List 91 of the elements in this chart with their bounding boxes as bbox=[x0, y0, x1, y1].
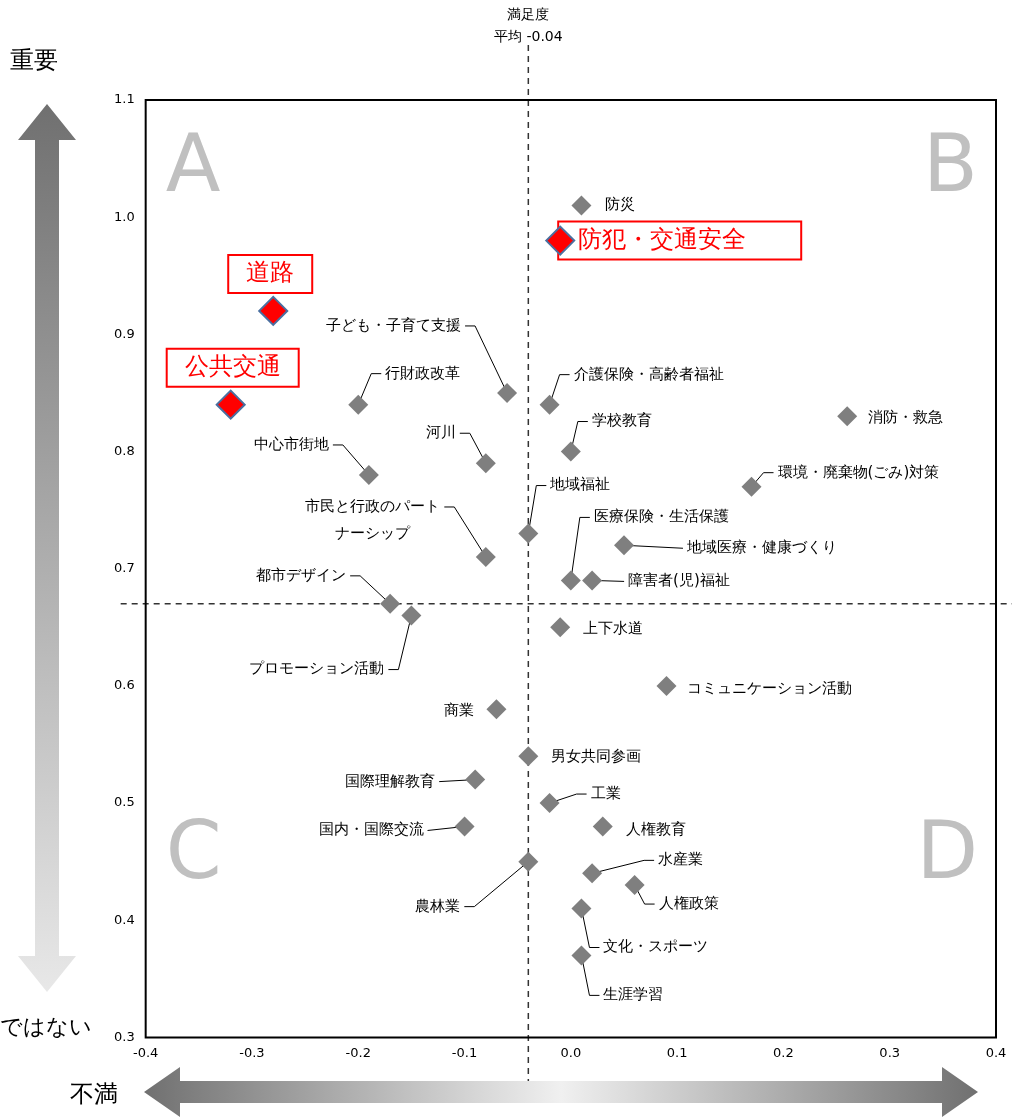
text: 国内・国際交流 bbox=[318, 820, 424, 839]
series-label: 道路 bbox=[246, 258, 295, 287]
point bbox=[837, 406, 858, 427]
point bbox=[656, 675, 677, 696]
point bbox=[358, 464, 379, 485]
series-label: 防災 bbox=[605, 195, 636, 214]
annotation: D bbox=[916, 804, 978, 898]
text: 不満 bbox=[70, 1079, 118, 1110]
text: 工業 bbox=[590, 783, 621, 802]
series-label: 生涯学習 bbox=[603, 985, 664, 1004]
point bbox=[571, 945, 592, 966]
point bbox=[497, 382, 518, 403]
y-tick-label: 1.1 bbox=[113, 91, 135, 107]
text: 市民と行政のパートナーシップ bbox=[305, 496, 441, 542]
point bbox=[571, 195, 592, 216]
point bbox=[550, 617, 571, 638]
series-label: 学校教育 bbox=[591, 411, 652, 430]
text: 都市デザイン bbox=[256, 565, 347, 584]
y-tick-label: 0.8 bbox=[113, 442, 135, 458]
point bbox=[475, 453, 496, 474]
ref-line-label: 平均 -0.04 bbox=[493, 27, 563, 44]
point bbox=[348, 394, 369, 415]
series-label: 文化・スポーツ bbox=[603, 937, 709, 956]
annotation: C bbox=[165, 804, 222, 898]
annotation: A bbox=[165, 116, 221, 210]
text: 国際理解教育 bbox=[345, 771, 436, 790]
series-label: 環境・廃棄物(ごみ)対策 bbox=[777, 462, 940, 481]
text: プロモーション活動 bbox=[249, 659, 385, 678]
text: 地域福祉 bbox=[549, 475, 611, 494]
series-label: 人権教育 bbox=[625, 820, 686, 839]
y-tick-label: 0.3 bbox=[113, 1028, 135, 1044]
series-label: 河川 bbox=[425, 423, 456, 442]
point bbox=[401, 605, 422, 626]
point bbox=[624, 875, 645, 896]
y-tick-label: 0.4 bbox=[113, 911, 135, 927]
text: 農林業 bbox=[415, 896, 461, 915]
x-tick-label: 0.4 bbox=[985, 1044, 1007, 1060]
text: 地域医療・健康づくり bbox=[685, 538, 837, 557]
text: 医療保険・生活保護 bbox=[593, 507, 729, 526]
series-label: 男女共同参画 bbox=[551, 747, 642, 766]
annotation: B bbox=[923, 116, 978, 210]
point bbox=[539, 793, 560, 814]
x-axis-title: 満足度 bbox=[507, 5, 550, 22]
series-label: 障害者(児)福祉 bbox=[628, 571, 730, 590]
point bbox=[571, 898, 592, 919]
y-tick-label: 0.5 bbox=[113, 794, 135, 810]
series-label: 人権政策 bbox=[658, 893, 719, 912]
series-label: 商業 bbox=[444, 701, 475, 720]
series-label: 公共交通 bbox=[184, 351, 281, 380]
text: 子ども・子育て支援 bbox=[326, 315, 462, 334]
point bbox=[560, 570, 581, 591]
series-label: コミュニケーション活動 bbox=[687, 678, 853, 697]
point bbox=[518, 523, 539, 544]
x-tick-label: 0.0 bbox=[560, 1044, 582, 1060]
point bbox=[215, 389, 246, 420]
series-label: 消防・救急 bbox=[868, 408, 944, 427]
x-tick-label: -0.4 bbox=[132, 1044, 159, 1060]
point bbox=[582, 863, 603, 884]
series-label: 介護保険・高齢者福祉 bbox=[573, 364, 724, 383]
point bbox=[454, 816, 475, 837]
point bbox=[518, 746, 539, 767]
series-label: 防犯・交通安全 bbox=[578, 224, 747, 253]
point bbox=[741, 476, 762, 497]
x-tick-label: 0.1 bbox=[666, 1044, 688, 1060]
point bbox=[582, 570, 603, 591]
y-axis-title: 重要 bbox=[10, 45, 58, 76]
point bbox=[545, 225, 576, 256]
series-label: 上下水道 bbox=[583, 619, 644, 638]
y-tick-label: 0.9 bbox=[113, 325, 135, 341]
x-tick-label: -0.2 bbox=[345, 1044, 371, 1060]
y-tick-label: 1.0 bbox=[113, 208, 135, 224]
point bbox=[560, 441, 581, 462]
y-tick-label: 0.6 bbox=[113, 677, 135, 693]
point bbox=[518, 851, 539, 872]
text: 中心市街地 bbox=[253, 434, 329, 453]
series-label: 行財政改革 bbox=[385, 363, 461, 382]
point bbox=[613, 535, 634, 556]
x-tick-label: 0.3 bbox=[879, 1044, 901, 1060]
point bbox=[539, 394, 560, 415]
point bbox=[258, 295, 289, 326]
point bbox=[486, 699, 507, 720]
text: 水産業 bbox=[658, 850, 704, 869]
x-tick-label: -0.1 bbox=[451, 1044, 478, 1060]
point bbox=[475, 546, 496, 567]
point bbox=[380, 593, 401, 614]
x-tick-label: -0.3 bbox=[239, 1044, 265, 1060]
x-tick-label: 0.2 bbox=[773, 1044, 794, 1060]
point bbox=[592, 816, 613, 837]
y-tick-label: 0.7 bbox=[113, 560, 135, 576]
text: ではない bbox=[0, 1013, 92, 1041]
point bbox=[465, 769, 486, 790]
